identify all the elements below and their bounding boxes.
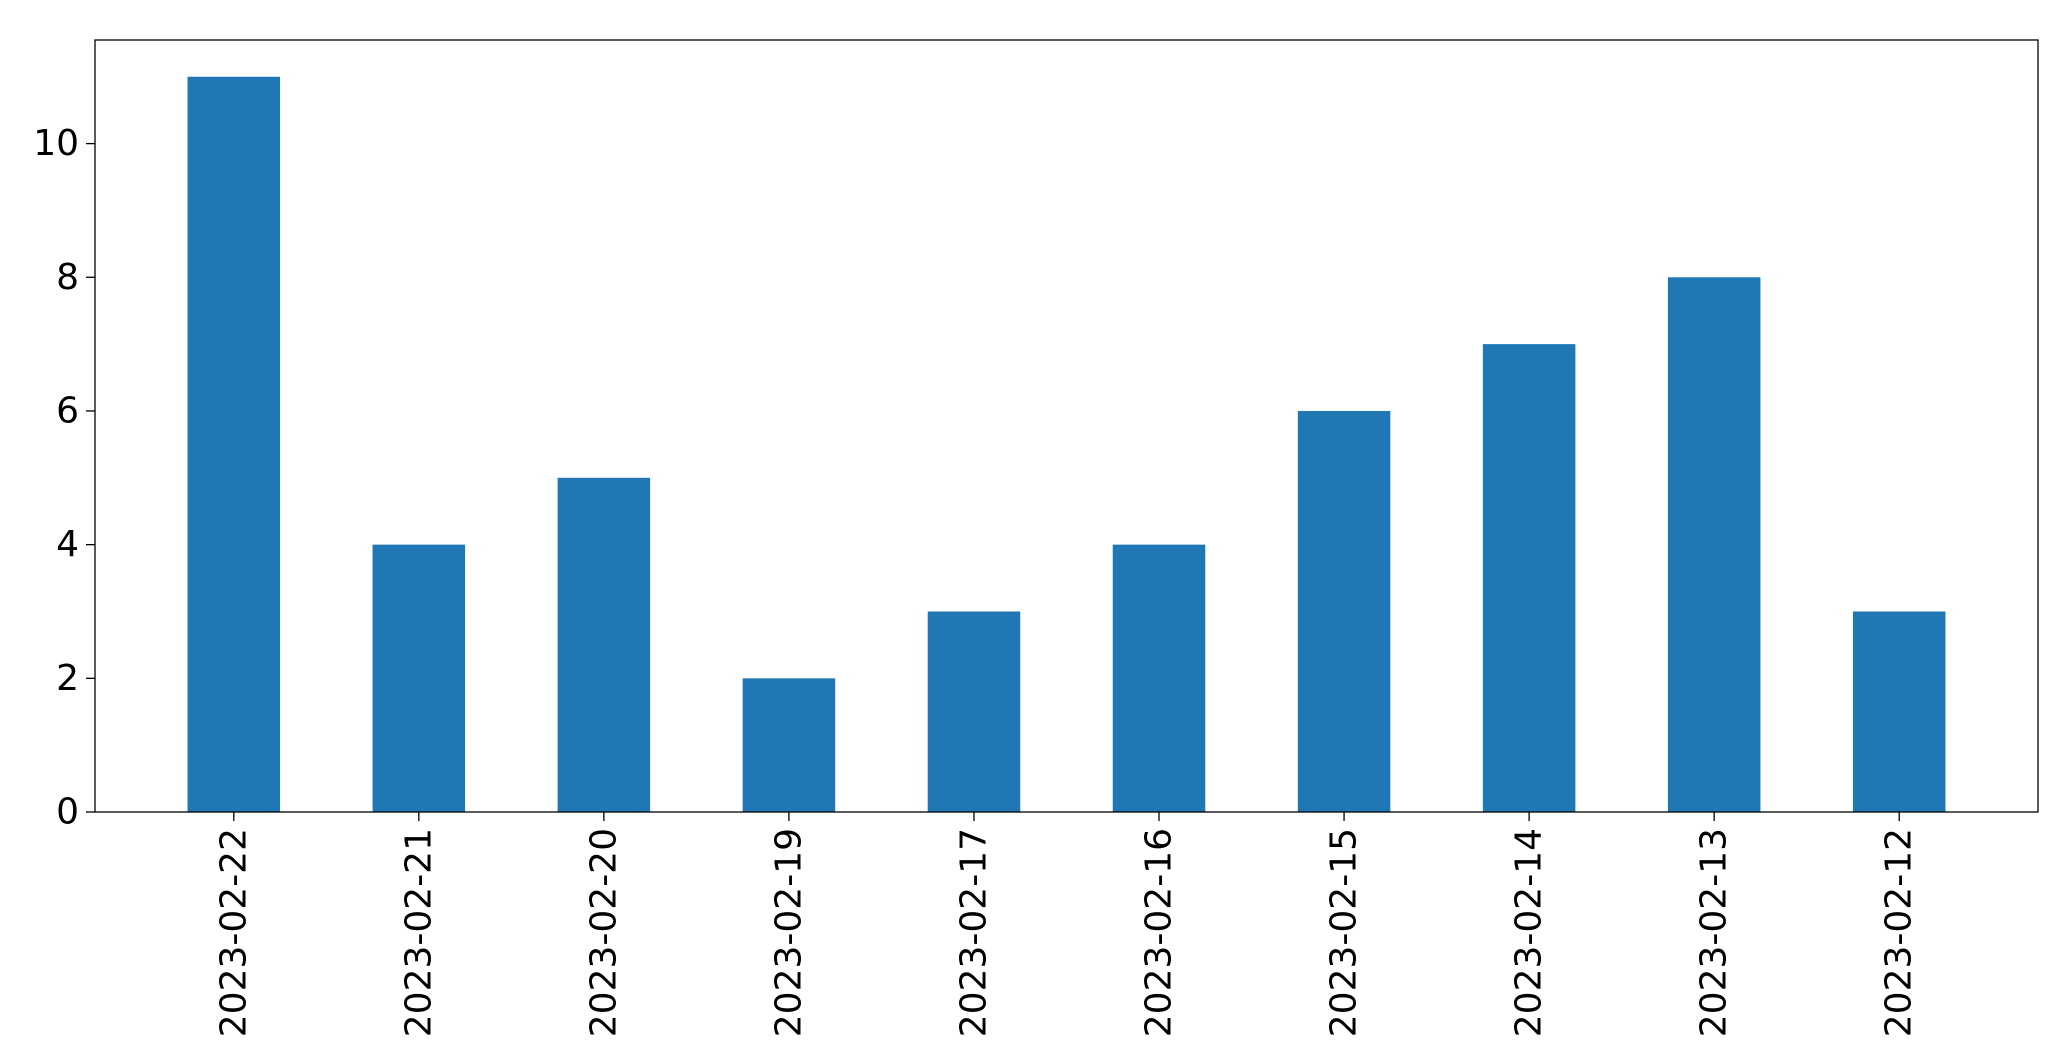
bar-2023-02-19 — [742, 678, 836, 812]
x-tick-label: 2023-02-12 — [1879, 828, 1920, 1037]
x-tick-label: 2023-02-22 — [213, 828, 254, 1037]
y-tick-label: 8 — [56, 257, 79, 298]
x-tick-label: 2023-02-17 — [953, 828, 994, 1037]
bar-2023-02-21 — [372, 544, 466, 812]
x-tick-label: 2023-02-15 — [1324, 828, 1365, 1037]
bar-2023-02-22 — [187, 76, 281, 812]
y-tick-label: 10 — [33, 123, 79, 164]
plot-frame — [94, 39, 2039, 813]
bar-2023-02-17 — [927, 611, 1021, 812]
x-axis: 2023-02-22 2023-02-21 2023-02-20 2023-02-19… — [213, 812, 1920, 1037]
bar-2023-02-20 — [557, 477, 651, 812]
y-tick-label: 4 — [56, 524, 79, 565]
y-tick-label: 0 — [56, 792, 79, 833]
x-tick-label: 2023-02-16 — [1139, 828, 1180, 1037]
x-tick-label: 2023-02-20 — [583, 828, 624, 1037]
y-tick-label: 6 — [56, 390, 79, 431]
bar-2023-02-12 — [1852, 611, 1946, 812]
x-tick-label: 2023-02-21 — [398, 828, 439, 1037]
bar-2023-02-13 — [1667, 277, 1761, 812]
bar-2023-02-16 — [1112, 544, 1206, 812]
bar-2023-02-15 — [1297, 410, 1391, 812]
x-tick-label: 2023-02-19 — [768, 828, 809, 1037]
y-tick-label: 2 — [56, 658, 79, 699]
x-tick-label: 2023-02-14 — [1509, 828, 1550, 1037]
y-axis: 0 2 4 6 8 10 — [33, 123, 95, 833]
x-tick-label: 2023-02-13 — [1694, 828, 1735, 1037]
bars-group — [187, 76, 1946, 812]
bar-2023-02-14 — [1482, 344, 1576, 812]
